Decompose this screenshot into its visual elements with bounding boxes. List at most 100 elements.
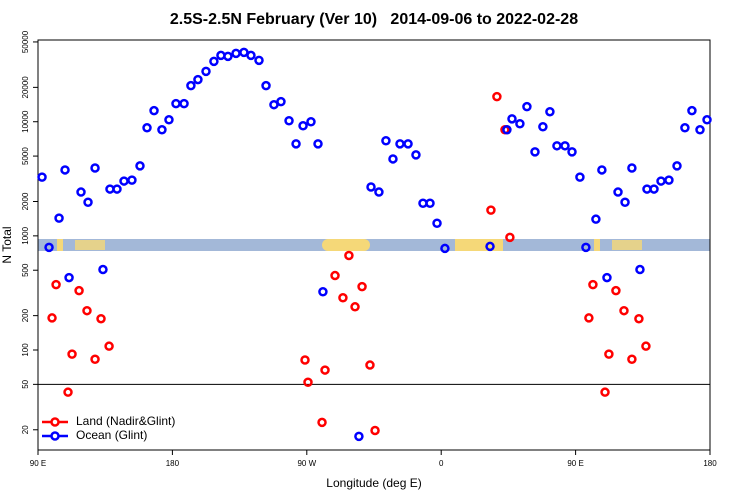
y-tick-label: 500	[21, 263, 30, 277]
point	[545, 106, 555, 117]
point	[538, 121, 548, 132]
point	[96, 313, 106, 324]
y-tick-label: 1000	[21, 226, 30, 244]
point	[485, 241, 495, 252]
y-tick-label: 5000	[21, 147, 30, 165]
point	[627, 354, 637, 364]
point	[600, 387, 610, 397]
legend-label: Land (Nadir&Glint)	[76, 414, 175, 428]
point	[90, 163, 100, 173]
point	[201, 66, 211, 77]
chart-title: 2.5S-2.5N February (Ver 10) 2014-09-06 t…	[170, 11, 578, 28]
point	[588, 279, 598, 290]
point	[303, 377, 313, 387]
point	[702, 115, 712, 125]
land-patch	[322, 239, 370, 251]
point	[164, 115, 174, 125]
point	[60, 165, 70, 175]
point	[313, 139, 323, 149]
point	[602, 272, 612, 283]
point	[591, 214, 601, 224]
point	[142, 123, 152, 133]
point	[507, 114, 517, 124]
point	[127, 175, 137, 185]
point	[298, 120, 308, 131]
point	[620, 197, 630, 208]
x-tick-label: 90 E	[567, 459, 583, 468]
point	[672, 161, 682, 171]
legend-label: Ocean (Glint)	[76, 428, 147, 442]
point	[505, 232, 515, 243]
y-tick-label: 100	[21, 343, 30, 357]
point	[276, 96, 286, 107]
series	[47, 91, 651, 436]
point	[254, 55, 264, 66]
point	[112, 184, 122, 194]
point	[613, 187, 623, 197]
point	[291, 139, 301, 149]
point	[649, 184, 659, 194]
x-tick-label: 180	[703, 459, 717, 468]
point	[338, 292, 348, 303]
plot-frame	[37, 39, 711, 451]
point	[135, 161, 145, 171]
point	[403, 139, 413, 149]
point	[209, 56, 219, 67]
point	[47, 313, 57, 323]
x-tick-label: 180	[166, 459, 180, 468]
point	[486, 205, 496, 215]
point	[680, 123, 690, 133]
point	[223, 51, 233, 62]
point	[320, 365, 330, 375]
point	[344, 250, 354, 261]
point	[584, 313, 594, 323]
y-axis-label: N Total	[0, 226, 14, 263]
point	[51, 279, 61, 290]
land-patch	[75, 240, 105, 250]
point	[354, 431, 364, 442]
point	[515, 118, 525, 129]
point	[604, 349, 614, 359]
x-axis-label: Longitude (deg E)	[326, 476, 421, 490]
point	[284, 115, 294, 126]
land-mask-band	[38, 239, 710, 251]
x-tick-label: 0	[439, 459, 444, 468]
point	[104, 341, 114, 351]
point	[374, 187, 384, 197]
y-tick-label: 10000	[21, 110, 30, 133]
point	[149, 105, 159, 116]
point	[83, 197, 93, 208]
point	[560, 141, 570, 151]
point	[98, 264, 108, 275]
point	[193, 74, 203, 85]
point	[63, 387, 73, 397]
point	[74, 285, 84, 296]
point	[411, 150, 421, 160]
point	[552, 141, 562, 151]
point	[306, 116, 316, 127]
y-tick-label: 20000	[21, 76, 30, 99]
land-patch	[612, 240, 642, 250]
land-patch	[57, 239, 63, 251]
point	[318, 286, 328, 297]
point	[388, 154, 398, 164]
point	[687, 105, 697, 116]
y-tick-label: 20	[21, 425, 30, 434]
point	[90, 354, 100, 364]
point	[44, 242, 54, 253]
band	[38, 239, 710, 251]
point	[246, 50, 256, 61]
point	[440, 243, 450, 254]
point	[76, 187, 86, 197]
point	[82, 305, 92, 316]
point	[179, 98, 189, 109]
point	[656, 176, 666, 186]
point	[171, 98, 181, 109]
point	[395, 139, 405, 149]
point	[330, 270, 340, 281]
point	[695, 125, 705, 135]
point	[597, 165, 607, 175]
point	[425, 198, 435, 209]
point	[370, 425, 380, 436]
